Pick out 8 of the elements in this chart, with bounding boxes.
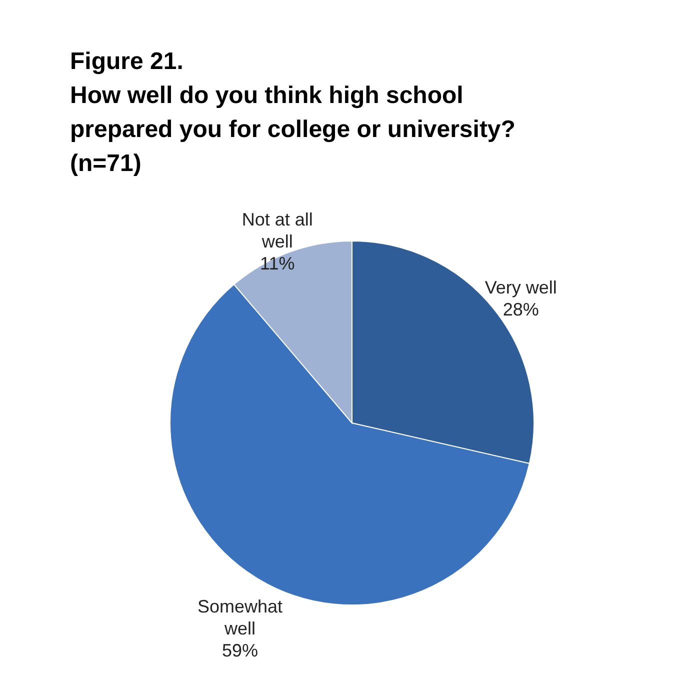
slice-label: Not at all well	[242, 209, 313, 252]
chart-subtitle: How well do you think high school prepared you for college or university? (n=71)	[70, 82, 516, 177]
slice-label: Somewhat well	[198, 596, 283, 639]
data-label: 11%	[260, 253, 295, 274]
slice-label: Very well	[484, 277, 557, 298]
chart-title: Figure 21.	[70, 48, 184, 75]
data-label: 28%	[502, 299, 539, 320]
data-label: 59%	[222, 640, 258, 661]
